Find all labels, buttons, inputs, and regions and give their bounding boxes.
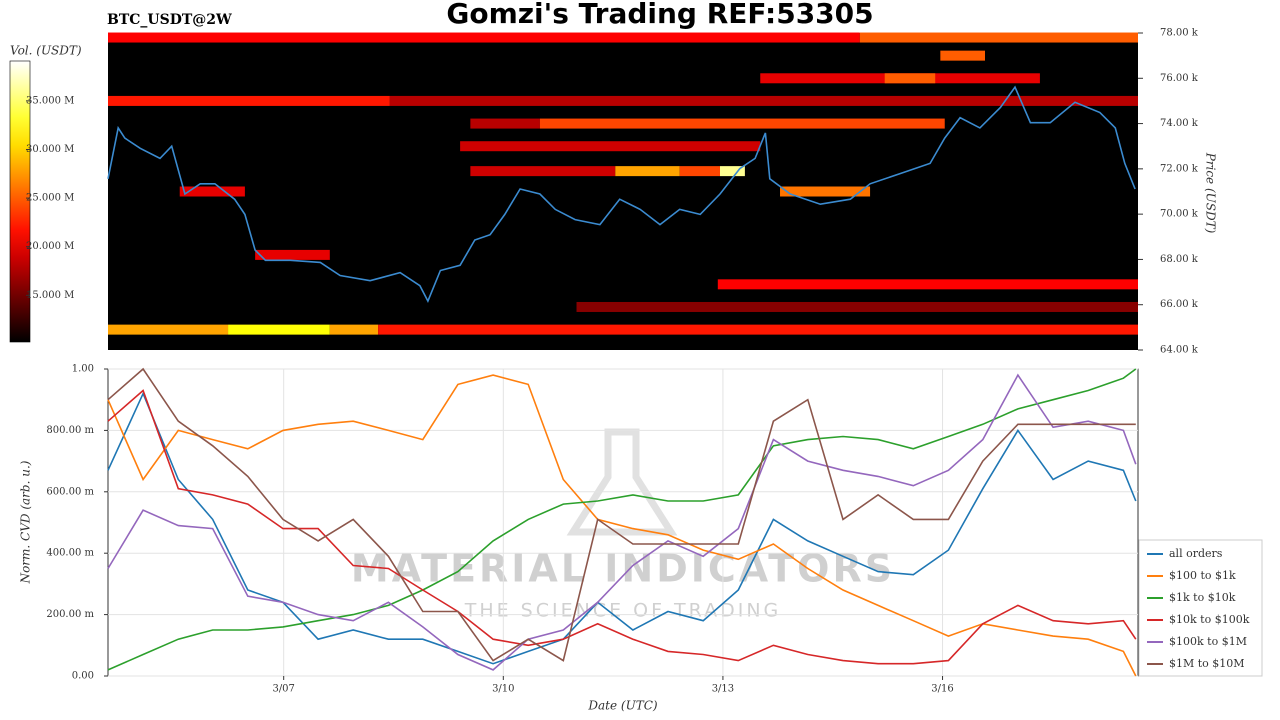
y-tick-label: 200.00 m xyxy=(46,609,94,620)
y-tick-label: 78.00 k xyxy=(1160,28,1199,39)
liquidity-cell xyxy=(108,324,229,335)
liquidity-cell xyxy=(228,324,330,335)
heatmap-background xyxy=(108,33,1138,350)
legend-box xyxy=(1138,539,1263,677)
colorbar-tick-label: 15.000 M xyxy=(26,290,74,301)
legend-label: $100 to $1k xyxy=(1169,569,1236,582)
liquidity-cell xyxy=(717,279,1138,290)
x-axis-label: Date (UTC) xyxy=(587,699,657,713)
x-tick-label: 3/16 xyxy=(931,684,953,695)
liquidity-cell xyxy=(859,32,1138,43)
y-tick-label: 600.00 m xyxy=(46,486,94,497)
liquidity-cell xyxy=(576,301,1138,312)
y-tick-label: 800.00 m xyxy=(46,425,94,436)
liquidity-cell xyxy=(329,324,379,335)
x-tick-label: 3/13 xyxy=(712,684,734,695)
liquidity-cell xyxy=(539,118,945,129)
liquidity-cell xyxy=(378,324,1138,335)
y-tick-label: 68.00 k xyxy=(1160,254,1199,265)
watermark-title: MATERIAL INDICATORS xyxy=(351,547,895,591)
y-tick-label: 72.00 k xyxy=(1160,163,1199,174)
cvd-axis-label: Norm. CVD (arb. u.) xyxy=(19,460,33,584)
liquidity-cell xyxy=(615,166,680,177)
liquidity-cell xyxy=(470,166,616,177)
legend-label: $1k to $10k xyxy=(1169,591,1236,604)
liquidity-cell xyxy=(719,166,745,177)
watermark-logo xyxy=(566,428,678,536)
colorbar-tick-label: 25.000 M xyxy=(26,193,74,204)
y-tick-label: 64.00 k xyxy=(1160,345,1199,356)
subtitle: BTC_USDT@2W xyxy=(107,12,232,28)
legend-label: $10k to $100k xyxy=(1169,613,1250,626)
legend-label: all orders xyxy=(1169,547,1223,560)
y-tick-label: 76.00 k xyxy=(1160,73,1199,84)
y-tick-label: 0.00 xyxy=(72,671,94,682)
liquidity-cell xyxy=(108,32,860,43)
x-tick-label: 3/10 xyxy=(492,684,514,695)
liquidity-cell xyxy=(108,95,390,106)
cvd-line xyxy=(107,367,1136,662)
liquidity-cell xyxy=(470,118,540,129)
colorbar xyxy=(9,60,31,343)
liquidity-cell xyxy=(884,73,936,84)
cvd-line xyxy=(107,389,1137,665)
liquidity-cell xyxy=(179,186,245,197)
liquidity-cell xyxy=(780,186,871,197)
price-axis-label: Price (USDT) xyxy=(1204,152,1218,234)
colorbar-tick-label: 20.000 M xyxy=(26,241,74,252)
plot-area xyxy=(107,368,1139,677)
legend-label: $1M to $10M xyxy=(1169,657,1245,670)
price-line xyxy=(107,85,1136,304)
cvd-line xyxy=(107,368,1137,671)
watermark-subtitle: THE SCIENCE OF TRADING xyxy=(464,600,782,622)
y-tick-label: 66.00 k xyxy=(1160,299,1199,310)
y-tick-label: 70.00 k xyxy=(1160,209,1199,220)
liquidity-cell xyxy=(255,249,330,260)
colorbar-tick-label: 35.000 M xyxy=(26,95,74,106)
colorbar-label: Vol. (USDT) xyxy=(10,44,82,58)
y-tick-label: 74.00 k xyxy=(1160,118,1199,129)
colorbar-tick-label: 30.000 M xyxy=(26,144,74,155)
liquidity-cell xyxy=(389,95,1138,106)
y-tick-label: 1.00 xyxy=(72,364,94,375)
legend-label: $100k to $1M xyxy=(1169,635,1247,648)
liquidity-cell xyxy=(679,166,720,177)
chart-title: Gomzi's Trading REF:53305 xyxy=(446,0,873,30)
x-tick-label: 3/07 xyxy=(272,684,294,695)
y-tick-label: 400.00 m xyxy=(46,548,94,559)
cvd-line xyxy=(107,373,1137,671)
liquidity-cell xyxy=(940,50,986,61)
liquidity-cell xyxy=(460,141,761,152)
